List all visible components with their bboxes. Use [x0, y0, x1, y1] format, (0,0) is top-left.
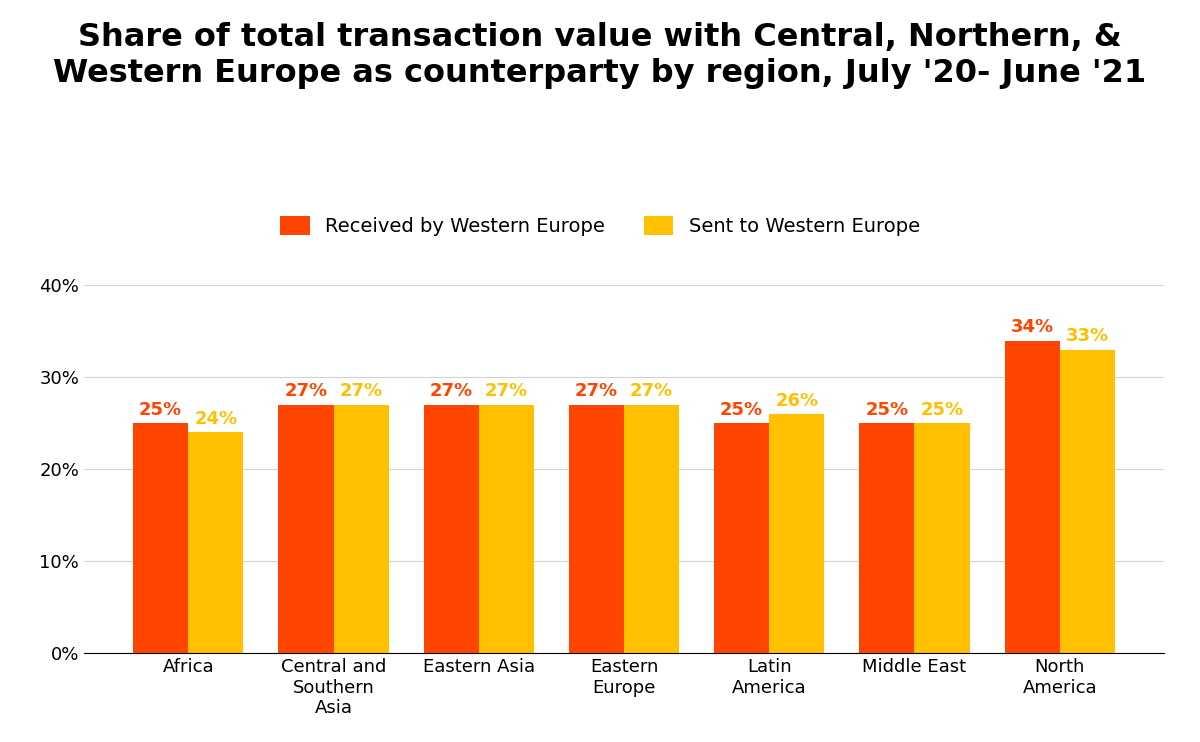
Text: 33%: 33%	[1066, 327, 1109, 345]
Text: 24%: 24%	[194, 410, 238, 428]
Text: 34%: 34%	[1010, 318, 1054, 336]
Bar	[479, 405, 534, 653]
Bar	[714, 423, 769, 653]
Text: 26%: 26%	[775, 392, 818, 410]
Text: 27%: 27%	[284, 382, 328, 401]
Text: 27%: 27%	[575, 382, 618, 401]
Text: 27%: 27%	[340, 382, 383, 401]
Bar	[769, 414, 824, 653]
Bar	[278, 405, 334, 653]
Bar	[1060, 349, 1115, 653]
Text: 25%: 25%	[865, 401, 908, 418]
Text: 25%: 25%	[139, 401, 182, 418]
Text: 25%: 25%	[920, 401, 964, 418]
Bar	[914, 423, 970, 653]
Legend: Received by Western Europe, Sent to Western Europe: Received by Western Europe, Sent to West…	[272, 208, 928, 244]
Text: Share of total transaction value with Central, Northern, &
Western Europe as cou: Share of total transaction value with Ce…	[53, 22, 1147, 89]
Text: 27%: 27%	[630, 382, 673, 401]
Bar	[569, 405, 624, 653]
Bar	[624, 405, 679, 653]
Text: 27%: 27%	[485, 382, 528, 401]
Text: 27%: 27%	[430, 382, 473, 401]
Bar	[1004, 341, 1060, 653]
Bar	[133, 423, 188, 653]
Bar	[188, 433, 244, 653]
Bar	[334, 405, 389, 653]
Bar	[424, 405, 479, 653]
Bar	[859, 423, 914, 653]
Text: 25%: 25%	[720, 401, 763, 418]
